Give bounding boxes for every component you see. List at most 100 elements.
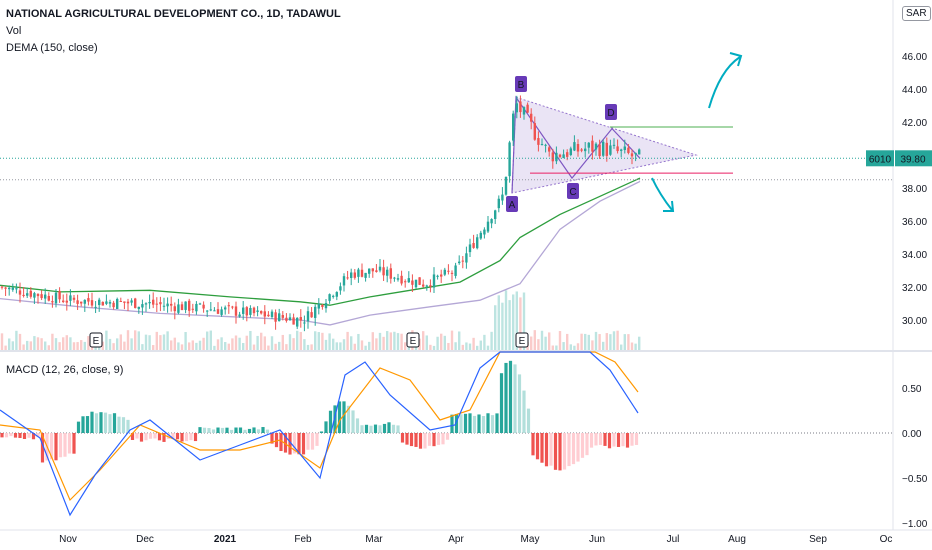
- macd-histogram-bar: [481, 415, 486, 433]
- macd-histogram-bar: [432, 433, 436, 447]
- candle-body: [51, 301, 54, 303]
- macd-histogram-bar: [562, 433, 567, 470]
- price-axis: 30.0032.0034.0036.0038.0040.0042.0044.00…: [866, 52, 932, 530]
- volume-bar: [558, 331, 562, 350]
- macd-tick: −1.00: [902, 519, 928, 530]
- volume-bar: [134, 330, 137, 350]
- volume-bar: [497, 295, 500, 350]
- projection-arrows: [651, 52, 743, 212]
- macd-histogram-bar: [612, 433, 616, 447]
- volume-bar: [155, 331, 158, 350]
- volume-bar: [364, 345, 367, 350]
- chart-grid: [0, 0, 932, 531]
- candle-body: [486, 221, 490, 232]
- candle-body: [285, 317, 288, 321]
- candle-body: [508, 142, 511, 177]
- candle-body: [472, 243, 475, 248]
- candle-body: [389, 268, 392, 279]
- volume-bar: [242, 343, 245, 350]
- candle-body: [587, 142, 590, 148]
- earnings-event-box: [406, 332, 420, 348]
- macd-histogram-bar: [418, 433, 423, 449]
- volume-bar: [11, 341, 14, 350]
- macd-histogram-bar: [517, 374, 522, 433]
- volume-bar: [29, 341, 32, 350]
- candle-body: [594, 143, 598, 150]
- candle-body: [386, 269, 389, 276]
- macd-histogram-bar: [283, 433, 288, 453]
- volume-bar: [22, 344, 25, 350]
- macd-histogram-bar: [148, 433, 153, 439]
- candle-body: [494, 210, 497, 220]
- candle-body: [530, 113, 533, 122]
- macd-histogram-bar: [202, 427, 207, 433]
- volume-bar: [260, 332, 263, 350]
- candle-body: [123, 301, 126, 303]
- macd-histogram-bar: [121, 417, 126, 433]
- volume-bar: [612, 331, 616, 350]
- price-tick: 36.00: [902, 217, 927, 228]
- macd-histogram-bar: [540, 433, 544, 463]
- candle-body: [112, 302, 115, 308]
- macd-histogram-bar: [76, 421, 81, 433]
- macd-histogram-bar: [81, 416, 85, 433]
- macd-histogram-bar: [40, 433, 45, 463]
- volume-bar: [573, 345, 576, 350]
- candle-body: [314, 306, 317, 318]
- macd-label: MACD (12, 26, close, 9): [6, 364, 124, 376]
- candle-body: [357, 269, 360, 277]
- volume-bar: [80, 340, 83, 350]
- macd-histogram-bar: [274, 433, 279, 448]
- candle-body: [512, 113, 515, 141]
- volume-bar: [429, 344, 432, 350]
- volume-bar: [105, 330, 108, 350]
- volume-bar: [40, 338, 43, 350]
- volume-bar: [393, 331, 396, 350]
- volume-bar: [620, 344, 623, 350]
- volume-bar: [587, 334, 590, 350]
- macd-histogram-bar: [589, 433, 594, 448]
- candle-body: [422, 284, 425, 287]
- candle-body: [202, 304, 205, 309]
- macd-histogram-bar: [472, 415, 477, 433]
- macd-histogram-bar: [504, 362, 508, 433]
- candle-body: [252, 307, 256, 314]
- volume-bar: [396, 333, 400, 350]
- volume-bar: [630, 342, 634, 350]
- candle-body: [580, 149, 583, 151]
- volume-bar: [458, 331, 461, 350]
- candle-body: [256, 310, 259, 312]
- candle-body: [191, 308, 194, 310]
- pattern-marker-d: D: [607, 108, 614, 119]
- volume-bar: [234, 335, 238, 350]
- macd-histogram-bar: [630, 433, 634, 446]
- macd-histogram-bar: [315, 433, 319, 446]
- macd-histogram-bar: [310, 433, 315, 450]
- macd-histogram-bar: [85, 416, 90, 433]
- candle-body: [328, 294, 331, 301]
- time-tick: Jun: [589, 534, 605, 545]
- macd-histogram-bar: [139, 433, 144, 442]
- price-tick: 46.00: [902, 52, 927, 63]
- macd-histogram-bar: [594, 433, 598, 446]
- macd-histogram-bar: [189, 433, 193, 441]
- candle-body: [576, 144, 580, 152]
- pattern-marker-a: A: [509, 200, 516, 211]
- candle-body: [54, 292, 58, 304]
- volume-bar: [112, 343, 115, 350]
- candle-body: [630, 153, 634, 157]
- currency-badge[interactable]: SAR: [902, 6, 931, 21]
- sma-line: [0, 180, 641, 326]
- volume-bar: [494, 305, 497, 350]
- volume-bar: [339, 342, 342, 350]
- macd-histogram-bar: [117, 416, 121, 433]
- volume-bar: [292, 338, 295, 350]
- time-tick: Apr: [448, 534, 464, 545]
- candle-body: [83, 299, 86, 304]
- volume-bar: [501, 302, 504, 350]
- volume-bar: [62, 337, 65, 350]
- time-tick: Jul: [667, 534, 680, 545]
- candle-body: [411, 280, 414, 285]
